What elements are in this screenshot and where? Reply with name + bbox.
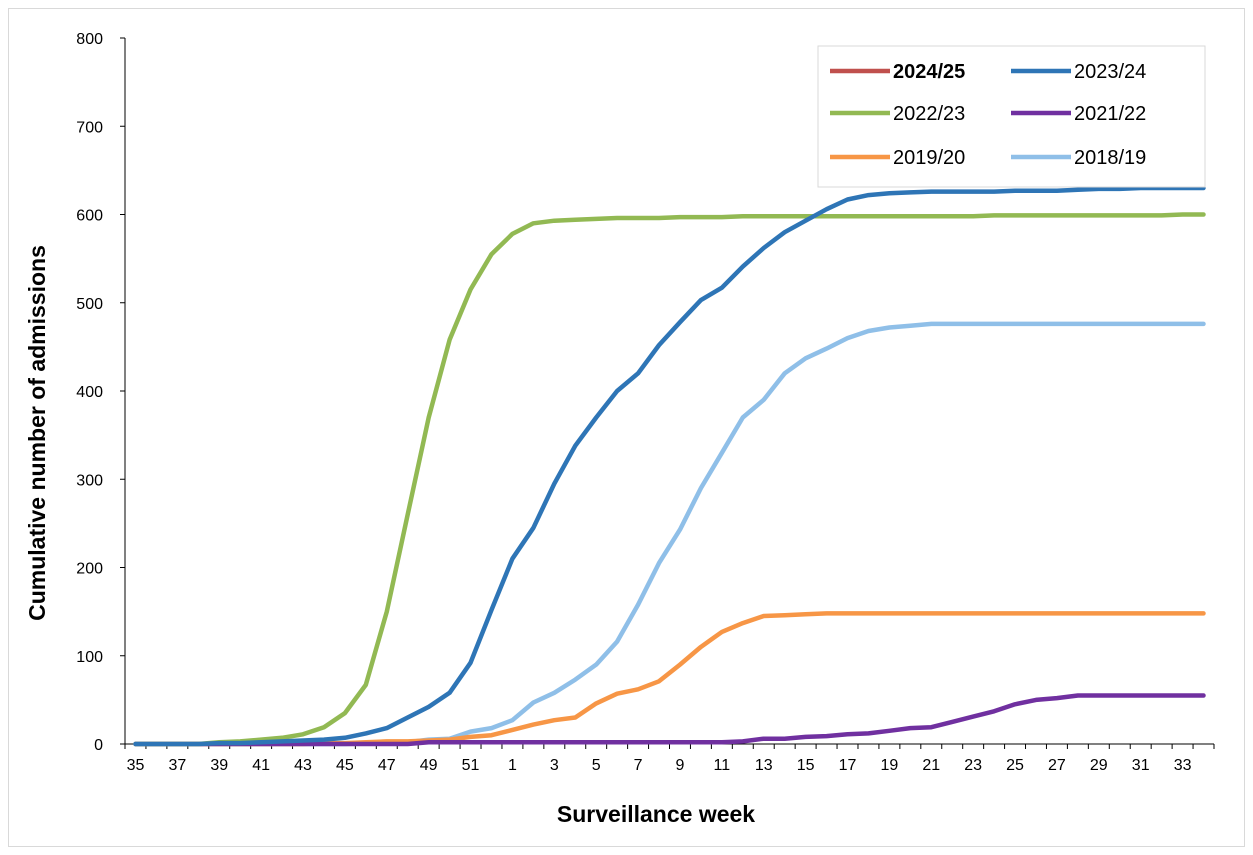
legend-label-2021-22: 2021/22 [1074,103,1146,125]
y-axis-title: Cumulative number of admissions [24,245,50,621]
x-tick-label: 17 [839,757,857,774]
x-tick-label: 13 [755,757,773,774]
x-tick-label: 9 [676,757,685,774]
x-axis-title: Surveillance week [557,801,755,827]
x-tick-label: 23 [964,757,982,774]
y-tick-label: 800 [76,31,103,48]
x-tick-label: 37 [168,757,186,774]
x-tick-label: 15 [797,757,815,774]
y-tick-label: 700 [76,119,103,136]
x-tick-label: 47 [378,757,396,774]
series-layer [133,185,1206,747]
x-tick-label: 5 [592,757,601,774]
x-tick-label: 33 [1174,757,1192,774]
legend-label-2022-23: 2022/23 [893,103,965,125]
x-tick-label: 49 [420,757,438,774]
x-tick-label: 31 [1132,757,1150,774]
x-tick-label: 39 [210,757,228,774]
x-tick-label: 35 [127,757,145,774]
y-tick-label: 300 [76,472,103,489]
series-line-2021-22 [133,693,1206,747]
y-tick-label: 400 [76,384,103,401]
x-tick-label: 27 [1048,757,1066,774]
legend-label-2023-24: 2023/24 [1074,61,1146,83]
y-tick-label: 0 [94,737,103,754]
x-axis: 35 37 39 41 43 45 47 49 51 1 3 5 7 9 11 13 15 17 19 21 23 25 2… [124,743,1215,774]
x-tick-label: 41 [252,757,270,774]
x-tick-label: 11 [714,757,731,774]
series-line-2023-24 [133,185,1206,747]
series-line-2018-19 [133,321,1206,747]
legend-label-2019-20: 2019/20 [893,147,965,169]
legend-label-2018-19: 2018/19 [1074,147,1146,169]
series-line-2022-23 [133,212,1206,747]
x-tick-label: 21 [922,757,940,774]
x-tick-label: 51 [462,757,480,774]
x-tick-label: 19 [880,757,898,774]
y-tick-label: 500 [76,296,103,313]
y-tick-label: 100 [76,649,103,666]
x-tick-label: 25 [1006,757,1024,774]
x-tick-label: 7 [634,757,643,774]
x-tick-label: 45 [336,757,354,774]
y-axis: 0 100 200 300 400 500 600 700 800 [76,31,126,754]
y-tick-label: 200 [76,561,103,578]
legend-label-2024-25: 2024/25 [893,61,965,83]
y-tick-label: 600 [76,208,103,225]
x-tick-label: 43 [294,757,312,774]
legend-box [817,45,1206,188]
legend: 2024/25 2023/24 2022/23 2021/22 2019/20 2018/… [817,45,1206,188]
x-tick-label: 3 [550,757,559,774]
x-tick-label: 1 [508,757,517,774]
x-tick-label: 29 [1090,757,1108,774]
series-line-2019-20 [133,611,1206,747]
